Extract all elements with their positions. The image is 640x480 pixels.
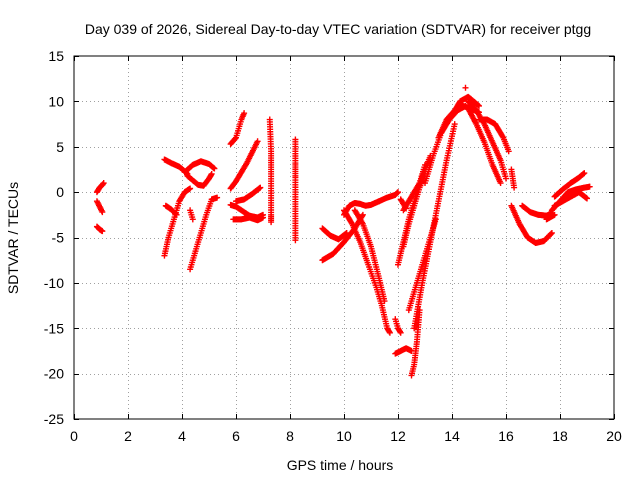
data-point bbox=[173, 211, 180, 218]
x-axis-label: GPS time / hours bbox=[287, 457, 394, 473]
x-tick-label: 14 bbox=[444, 428, 460, 444]
data-point bbox=[172, 211, 179, 218]
data-point bbox=[189, 216, 196, 223]
data-point bbox=[462, 84, 469, 91]
x-tick-label: 2 bbox=[124, 428, 132, 444]
data-point bbox=[505, 148, 512, 155]
data-point bbox=[268, 219, 275, 226]
y-tick-label: -10 bbox=[44, 275, 64, 291]
data-point bbox=[586, 183, 593, 190]
data-point bbox=[503, 175, 509, 182]
chart-title: Day 039 of 2026, Sidereal Day-to-day VTE… bbox=[85, 21, 591, 37]
data-point bbox=[551, 211, 558, 218]
data-point bbox=[386, 329, 393, 336]
data-point bbox=[232, 135, 239, 142]
data-point bbox=[548, 229, 555, 236]
data-point bbox=[348, 219, 355, 226]
data-point bbox=[187, 185, 194, 192]
data-point bbox=[359, 211, 366, 218]
data-point bbox=[343, 229, 350, 236]
data-point bbox=[214, 194, 221, 201]
y-tick-label: -20 bbox=[44, 366, 64, 382]
data-point bbox=[208, 170, 215, 177]
data-point bbox=[581, 170, 588, 177]
data-point bbox=[548, 230, 555, 237]
data-point bbox=[99, 209, 106, 216]
data-point bbox=[99, 228, 106, 235]
x-tick-label: 16 bbox=[498, 428, 514, 444]
data-point bbox=[451, 121, 458, 128]
data-point bbox=[260, 214, 266, 221]
y-tick-label: -15 bbox=[44, 320, 64, 336]
x-tick-label: 4 bbox=[178, 428, 186, 444]
x-tick-label: 6 bbox=[232, 428, 240, 444]
data-point bbox=[211, 165, 218, 172]
x-tick-label: 20 bbox=[606, 428, 622, 444]
data-point bbox=[254, 138, 261, 145]
data-point bbox=[403, 205, 410, 212]
axes: 0 2 4 6 8 10 12 14 16 18 20 -25 -20 -15 -10 -5 0 5 10 15 bbox=[44, 48, 622, 444]
data-point bbox=[100, 180, 107, 187]
x-tick-label: 18 bbox=[552, 428, 568, 444]
y-tick-label: -5 bbox=[52, 230, 65, 246]
y-tick-label: 5 bbox=[56, 139, 64, 155]
data-points bbox=[93, 84, 593, 379]
x-tick-label: 8 bbox=[286, 428, 294, 444]
y-tick-label: 0 bbox=[56, 184, 64, 200]
data-point bbox=[511, 184, 518, 191]
data-point bbox=[395, 189, 401, 196]
data-point bbox=[497, 180, 504, 187]
data-point bbox=[292, 237, 299, 244]
data-point bbox=[402, 204, 409, 211]
x-tick-label: 0 bbox=[70, 428, 78, 444]
y-tick-label: -25 bbox=[44, 411, 64, 427]
data-point bbox=[415, 181, 422, 188]
data-point bbox=[241, 110, 248, 117]
data-point bbox=[476, 102, 482, 109]
y-tick-label: 15 bbox=[48, 48, 64, 64]
data-point bbox=[584, 195, 590, 202]
data-point bbox=[499, 133, 506, 140]
x-tick-label: 12 bbox=[390, 428, 406, 444]
x-tick-label: 10 bbox=[336, 428, 352, 444]
data-point bbox=[257, 184, 264, 191]
data-point bbox=[397, 329, 404, 336]
data-point bbox=[381, 298, 388, 305]
y-tick-label: 10 bbox=[48, 93, 64, 109]
y-axis-label: SDTVAR / TECUs bbox=[5, 182, 21, 294]
